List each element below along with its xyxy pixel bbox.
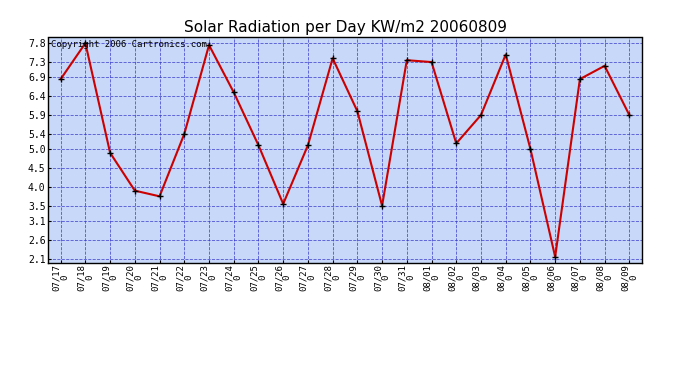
Title: Solar Radiation per Day KW/m2 20060809: Solar Radiation per Day KW/m2 20060809 [184,20,506,35]
Text: Copyright 2006 Cartronics.com: Copyright 2006 Cartronics.com [51,40,207,49]
